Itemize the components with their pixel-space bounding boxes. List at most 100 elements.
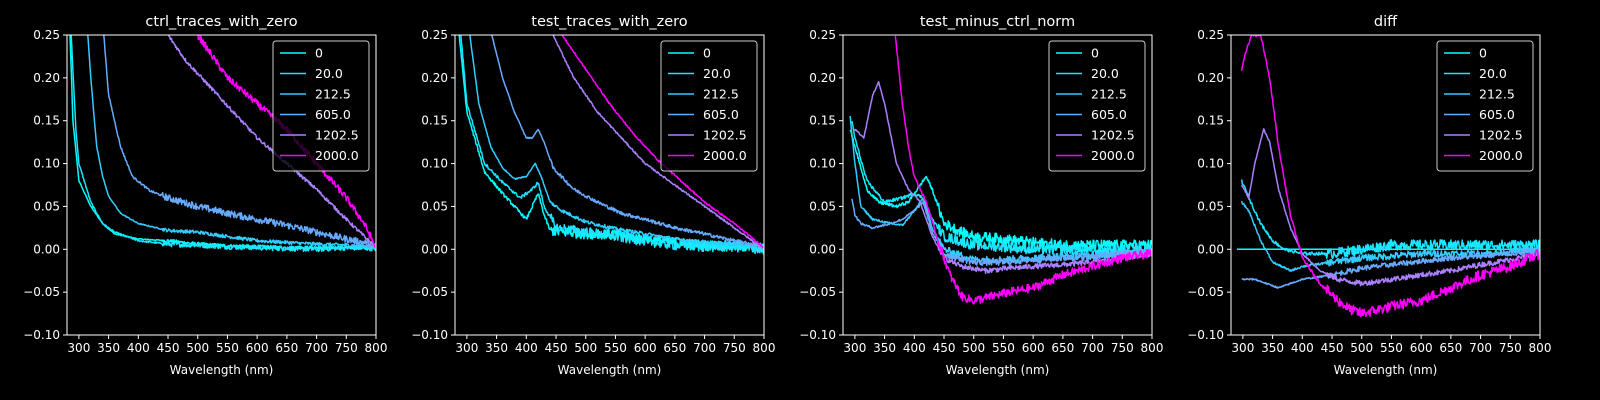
y-tick-label: −0.05 [411,285,448,299]
x-tick-label: 400 [903,341,926,355]
x-tick-label: 750 [1111,341,1134,355]
y-tick-label: 0.00 [1197,242,1224,256]
y-tick-label: −0.10 [411,328,448,342]
x-tick-label: 700 [305,341,328,355]
y-tick-label: 0.10 [421,157,448,171]
x-tick-label: 750 [723,341,746,355]
y-tick-label: 0.05 [1197,199,1224,213]
axes-frame [842,34,1153,336]
x-tick-label: 550 [992,341,1015,355]
legend: 0 20.0 212.5 605.0 1202.5 2000.0 [272,40,370,172]
series-line-2000.0 [894,35,1152,305]
x-tick-label: 500 [962,341,985,355]
series-line-20.0 [1240,179,1540,260]
y-tick-label: 0.10 [1197,157,1224,171]
chart-title: diff [1374,14,1398,30]
y-tick-label: 0.15 [809,114,836,128]
legend: 0 20.0 212.5 605.0 1202.5 2000.0 [660,40,758,172]
x-tick-label: 450 [157,341,180,355]
axes-frame [66,34,377,336]
series-line-1202.5 [167,35,376,249]
x-tick-label: 450 [545,341,568,355]
y-tick-label: 0.20 [33,71,60,85]
x-tick-label: 500 [574,341,597,355]
x-axis-label: Wavelength (nm) [558,363,662,377]
x-axis-label: Wavelength (nm) [1334,363,1438,377]
y-tick-label: 0.15 [33,114,60,128]
x-tick-label: 300 [843,341,866,355]
series-line-0 [849,129,1152,251]
y-tick-label: 0.20 [809,71,836,85]
chart-title: test_minus_ctrl_norm [920,14,1075,30]
x-tick-label: 450 [1321,341,1344,355]
series-line-2000.0 [1240,35,1540,318]
x-axis-label: Wavelength (nm) [170,363,274,377]
x-tick-label: 550 [1380,341,1403,355]
x-tick-label: 350 [97,341,120,355]
x-tick-label: 800 [753,341,776,355]
legend: 0 20.0 212.5 605.0 1202.5 2000.0 [1048,40,1146,172]
x-tick-label: 650 [275,341,298,355]
legend-label: 0 [1091,46,1099,61]
x-tick-label: 600 [1410,341,1433,355]
plot-area [1236,35,1540,318]
legend-label: 605.0 [1479,107,1515,122]
series-line-212.5 [1240,200,1540,272]
y-tick-label: 0.10 [33,157,60,171]
x-tick-label: 750 [1499,341,1522,355]
x-tick-label: 500 [1350,341,1373,355]
series-line-1202.5 [552,35,764,251]
legend-label: 20.0 [1091,66,1119,81]
x-tick-label: 450 [933,341,956,355]
x-tick-label: 400 [515,341,538,355]
x-tick-label: 350 [873,341,896,355]
y-tick-label: 0.05 [809,199,836,213]
legend-label: 212.5 [703,87,739,102]
legend-label: 0 [1479,46,1487,61]
x-tick-label: 750 [335,341,358,355]
y-tick-label: 0.20 [1197,71,1224,85]
series-line-1202.5 [1240,128,1540,287]
series-line-1202.5 [854,81,1152,275]
legend-label: 2000.0 [315,148,359,163]
x-tick-label: 650 [1051,341,1074,355]
y-tick-label: −0.10 [1187,328,1224,342]
series-line-605.0 [851,198,1152,267]
x-axis-label: Wavelength (nm) [946,363,1050,377]
plot-area [458,35,764,255]
series-line-212.5 [469,35,764,248]
y-tick-label: 0.20 [421,71,448,85]
series-line-20.0 [70,35,376,253]
legend-label: 0 [315,46,323,61]
y-tick-label: −0.05 [799,285,836,299]
x-tick-label: 550 [604,341,627,355]
y-tick-label: 0.00 [809,242,836,256]
axes-frame [454,34,765,336]
legend-label: 212.5 [1091,87,1127,102]
y-tick-label: 0.25 [421,28,448,42]
plot-area [849,35,1152,305]
x-tick-label: 650 [1439,341,1462,355]
y-tick-label: −0.10 [799,328,836,342]
x-tick-label: 300 [1231,341,1254,355]
chart-panel-1: ctrl_traces_with_zero 300 350 400 450 500 550 6… [23,14,387,377]
y-tick-label: 0.00 [421,242,448,256]
y-tick-label: −0.05 [1187,285,1224,299]
series-line-605.0 [491,35,764,249]
legend-label: 0 [703,46,711,61]
legend-label: 605.0 [703,107,739,122]
x-tick-label: 350 [1261,341,1284,355]
x-tick-label: 600 [634,341,657,355]
x-tick-label: 350 [485,341,508,355]
x-tick-label: 650 [663,341,686,355]
chart-panel-4: diff 300 350 400 450 500 550 600 650 700 750 800 −0.… [1187,14,1551,377]
y-tick-label: 0.10 [809,157,836,171]
x-tick-label: 550 [216,341,239,355]
series-line-605.0 [103,35,376,248]
x-tick-label: 800 [1529,341,1552,355]
y-tick-label: −0.05 [23,285,60,299]
x-tick-label: 600 [246,341,269,355]
x-tick-label: 700 [693,341,716,355]
chart-title: test_traces_with_zero [531,14,688,30]
